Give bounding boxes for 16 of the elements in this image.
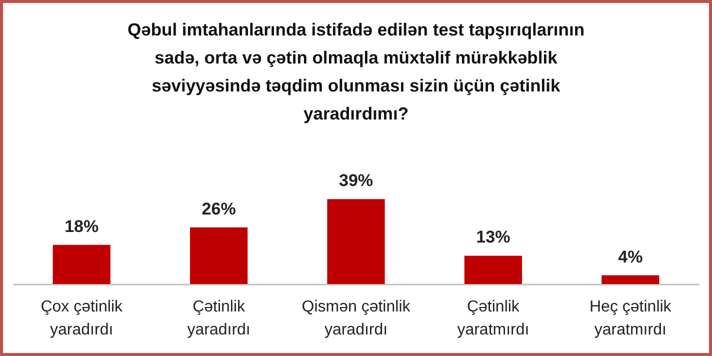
bar	[602, 275, 660, 284]
bar	[190, 227, 248, 284]
bar	[327, 199, 385, 284]
data-label: 26%	[202, 199, 236, 218]
x-tick-label: Qismən çətinlik yaradırdı	[302, 298, 412, 338]
data-label: 4%	[618, 247, 643, 266]
chart-title: Qəbul imtahanlarında istifadə edilən test tapşırıqlarının sadə, orta və çətin olmaqla müxtəlif mürəkkəblik səviyyəsində təqdim olunması sizin üçün çətinlik yaradırdımı?	[127, 20, 585, 124]
data-label: 13%	[476, 228, 510, 247]
x-tick-label: Çox çətinlik yaradırdı	[40, 298, 124, 338]
bar	[464, 256, 522, 284]
data-label: 18%	[64, 216, 99, 236]
data-label: 39%	[338, 171, 374, 190]
bar	[52, 244, 110, 284]
x-tick-label: Çətinlik yaratmırdı	[457, 298, 530, 338]
x-tick-label: Heç çətinlik yaratmırdı	[589, 298, 672, 338]
x-tick-label: Çətinlik yaradırdı	[187, 298, 250, 338]
